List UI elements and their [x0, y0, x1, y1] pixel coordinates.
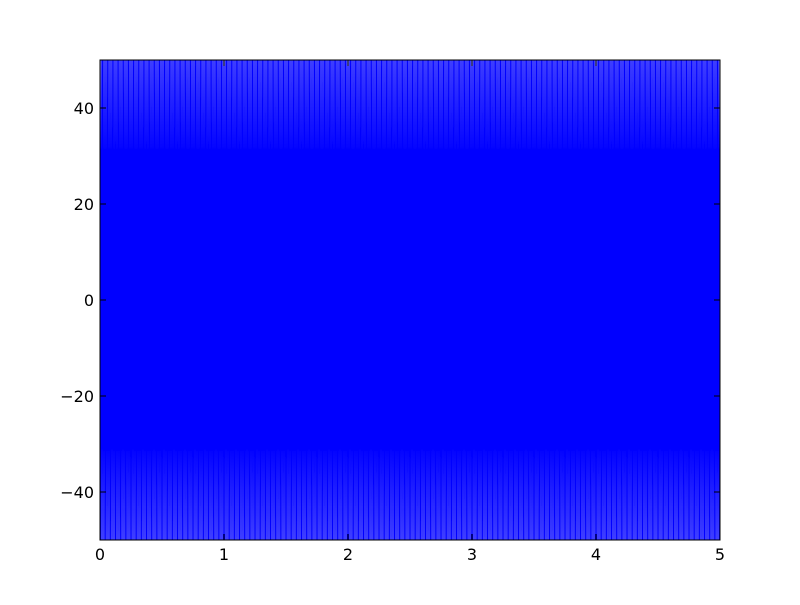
x-tick-label: 1: [219, 545, 229, 564]
x-tick-label: 3: [467, 545, 477, 564]
y-tick-label: 40: [74, 99, 94, 118]
y-tick-label: 20: [74, 195, 94, 214]
x-tick-label: 0: [95, 545, 105, 564]
plot-frame: [99, 59, 721, 541]
y-tick-label: −40: [60, 483, 94, 502]
x-tick-label: 2: [343, 545, 353, 564]
series-line-0: [99, 59, 721, 541]
y-tick-label: 0: [84, 291, 94, 310]
x-tick-label: 5: [715, 545, 725, 564]
x-tick-label: 4: [591, 545, 601, 564]
y-tick-label: −20: [60, 387, 94, 406]
y-axis: −40 −20 0 20 40: [60, 99, 720, 502]
plot-area: [99, 59, 721, 541]
